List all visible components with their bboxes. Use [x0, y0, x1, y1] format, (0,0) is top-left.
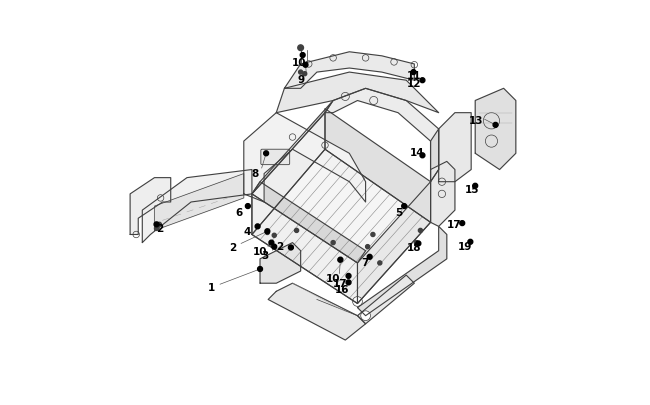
Text: 13: 13	[469, 116, 484, 126]
Circle shape	[303, 63, 308, 68]
Text: 9: 9	[297, 75, 304, 85]
Text: 2: 2	[229, 242, 236, 252]
Text: 19: 19	[458, 241, 473, 251]
Text: 4: 4	[243, 227, 251, 237]
Polygon shape	[475, 89, 516, 170]
Text: 17: 17	[447, 220, 461, 230]
Polygon shape	[276, 73, 439, 113]
Text: 11: 11	[407, 71, 422, 81]
Circle shape	[416, 241, 421, 246]
Circle shape	[157, 223, 161, 227]
Circle shape	[269, 241, 274, 245]
Circle shape	[419, 229, 422, 233]
Circle shape	[298, 71, 303, 75]
Polygon shape	[430, 162, 455, 227]
Text: 7: 7	[361, 258, 369, 267]
Polygon shape	[252, 101, 333, 194]
Polygon shape	[244, 113, 365, 202]
Circle shape	[365, 245, 370, 249]
Circle shape	[155, 227, 159, 231]
Circle shape	[272, 245, 277, 249]
Polygon shape	[142, 170, 252, 243]
Circle shape	[264, 151, 268, 156]
Circle shape	[272, 234, 276, 238]
Polygon shape	[325, 109, 430, 223]
Circle shape	[367, 255, 372, 260]
Text: 2: 2	[156, 224, 163, 234]
Circle shape	[289, 245, 293, 250]
Circle shape	[257, 267, 263, 272]
Circle shape	[468, 240, 473, 245]
Text: 5: 5	[395, 207, 402, 217]
Circle shape	[298, 46, 304, 51]
Text: 1: 1	[208, 283, 215, 292]
Text: 17: 17	[333, 279, 348, 288]
Circle shape	[371, 233, 375, 237]
Text: 3: 3	[261, 250, 268, 260]
Polygon shape	[155, 174, 244, 231]
Circle shape	[265, 229, 270, 234]
Circle shape	[493, 123, 498, 128]
Text: 2: 2	[276, 241, 283, 251]
Circle shape	[346, 274, 351, 279]
Circle shape	[420, 153, 425, 158]
Polygon shape	[358, 227, 447, 316]
Polygon shape	[252, 182, 365, 263]
Circle shape	[154, 222, 159, 227]
Circle shape	[300, 53, 305, 58]
Text: 18: 18	[407, 243, 422, 253]
Polygon shape	[325, 89, 439, 182]
Text: 8: 8	[251, 168, 259, 178]
Circle shape	[289, 246, 293, 250]
Circle shape	[246, 204, 250, 209]
Circle shape	[265, 231, 269, 235]
Text: 16: 16	[335, 285, 350, 294]
Circle shape	[352, 297, 362, 307]
Polygon shape	[252, 113, 325, 235]
Circle shape	[402, 204, 407, 209]
Circle shape	[420, 79, 425, 83]
Text: 10: 10	[292, 58, 307, 68]
Polygon shape	[130, 178, 171, 235]
FancyBboxPatch shape	[261, 150, 290, 165]
Polygon shape	[439, 113, 471, 182]
Circle shape	[473, 184, 478, 189]
Circle shape	[338, 258, 343, 262]
Circle shape	[294, 229, 298, 233]
Circle shape	[338, 258, 342, 262]
Text: 15: 15	[465, 185, 479, 194]
Polygon shape	[285, 53, 414, 89]
Text: 10: 10	[253, 246, 267, 256]
Polygon shape	[358, 275, 414, 324]
Text: 14: 14	[410, 148, 424, 158]
Circle shape	[331, 241, 335, 245]
Text: 6: 6	[235, 207, 242, 217]
Circle shape	[411, 70, 416, 75]
Text: 12: 12	[407, 79, 422, 89]
Circle shape	[414, 241, 419, 245]
Polygon shape	[252, 150, 430, 304]
Polygon shape	[260, 243, 301, 284]
Polygon shape	[430, 130, 439, 182]
Circle shape	[346, 280, 351, 285]
Polygon shape	[358, 182, 430, 304]
Circle shape	[361, 311, 370, 321]
Circle shape	[378, 261, 382, 265]
Polygon shape	[268, 284, 365, 340]
Text: 10: 10	[326, 274, 341, 284]
Circle shape	[255, 224, 260, 229]
Circle shape	[460, 221, 465, 226]
Circle shape	[303, 72, 307, 77]
Polygon shape	[252, 194, 358, 304]
